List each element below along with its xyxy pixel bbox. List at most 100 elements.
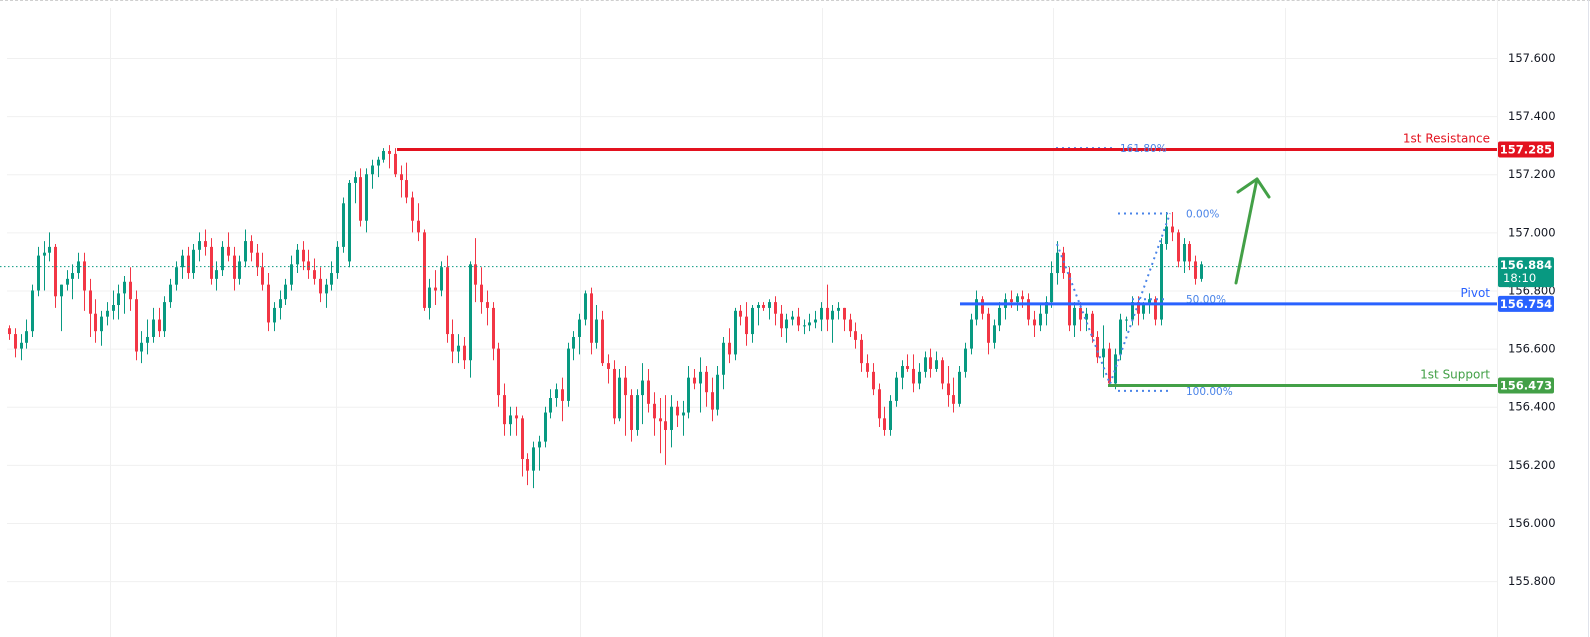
candle [140,331,143,364]
candle [1016,293,1019,311]
candle [601,310,604,367]
candle [613,360,616,425]
fibonacci-extension-tool[interactable] [1056,147,1171,392]
candle [307,249,310,279]
pivot-label: Pivot [1461,286,1491,300]
candle [1154,296,1157,326]
candle [1027,293,1030,326]
candle [158,307,161,337]
fib-label-0: 0.00% [1186,208,1219,220]
support-label: 1st Support [1420,368,1490,382]
candle [71,264,74,300]
candle [192,243,195,279]
candle [313,258,316,285]
candle [791,310,794,326]
svg-text:156.473: 156.473 [1500,379,1552,393]
candle [797,307,800,332]
candle [716,366,719,416]
candle [590,287,593,355]
fib-label-100: 100.00% [1186,386,1233,398]
price-tick: 156.000 [1508,516,1556,530]
candle [762,302,765,311]
candle [256,243,259,276]
price-tick: 156.200 [1508,458,1556,472]
candle [382,148,385,163]
candle [866,354,869,378]
candle [348,180,351,268]
candle [975,290,978,326]
candle [279,290,282,320]
candle [722,336,725,390]
candle [659,398,662,454]
candle [849,313,852,337]
candle [238,255,241,285]
candle [250,235,253,262]
candle [31,284,34,337]
resistance-label: 1st Resistance [1403,132,1490,146]
candle [1165,212,1168,250]
candle [768,299,771,320]
price-tick: 157.000 [1508,225,1556,239]
candle [987,307,990,355]
candle [757,302,760,326]
candle [106,302,109,326]
candle [826,284,829,332]
candle [803,319,806,335]
candle [901,360,904,390]
candle [394,148,397,178]
candle [952,377,955,413]
candle [820,302,823,332]
candle [854,322,857,349]
candle [37,246,40,297]
candle [693,368,696,390]
candle [152,307,155,343]
candle [342,197,345,253]
candle [711,377,714,422]
candle [261,252,264,291]
candle [981,296,984,320]
candle [20,334,23,361]
candle [641,363,644,425]
candle [918,363,921,390]
candle [636,389,639,436]
candle [993,319,996,349]
candle [411,191,414,233]
candle [618,368,621,422]
candle [532,441,535,489]
candle [233,246,236,291]
candle [780,305,783,337]
candle [94,299,97,343]
candle [210,238,213,285]
candle [354,171,357,204]
candle [377,156,380,178]
current-price-tag: 156.884 18:10 [1498,257,1554,288]
candlestick-series[interactable] [8,145,1203,489]
candle [175,261,178,291]
price-tick: 157.600 [1508,51,1556,65]
candle [561,377,564,422]
candle [1194,255,1197,285]
candle [521,415,524,477]
candle [446,255,449,343]
candle [509,406,512,436]
candle [929,348,932,378]
candle [428,278,431,320]
candle [1056,241,1059,285]
candle [664,395,667,465]
candle [123,275,126,314]
candle [486,290,489,326]
countdown: 18:10 [1503,271,1536,285]
candle [578,313,581,355]
candle [872,363,875,396]
candle [538,435,541,471]
candle [1096,331,1099,364]
candle [163,296,166,337]
price-axis[interactable]: 157.600157.400157.200157.000156.800156.6… [1508,51,1556,588]
candle [1068,267,1071,332]
candle [1119,313,1122,361]
up-arrow-icon[interactable] [1234,177,1271,285]
candle [48,232,51,262]
candle [365,168,368,233]
candle [405,162,408,204]
